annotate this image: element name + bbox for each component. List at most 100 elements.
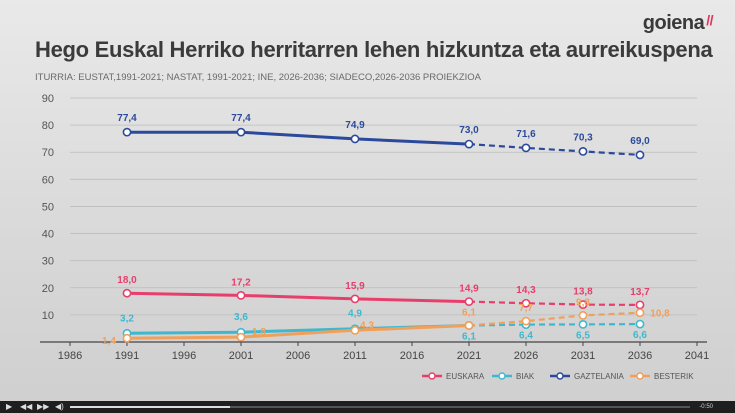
data-label-biak: 3,2: [120, 313, 134, 324]
y-tick-label: 70: [42, 147, 54, 159]
data-point-besterik: [350, 325, 360, 335]
y-tick-label: 80: [42, 120, 54, 132]
data-label-euskara: 13,8: [573, 287, 593, 298]
legend-label-besterik: BESTERIK: [654, 372, 694, 381]
y-tick-label: 20: [42, 283, 54, 295]
series-projection-besterik: [468, 311, 641, 327]
legend-marker-biak: [498, 372, 506, 380]
data-point-besterik: [521, 316, 531, 326]
data-point-besterik: [635, 308, 645, 318]
x-tick-label: 1991: [115, 350, 139, 362]
data-point-gaztelania: [350, 134, 360, 144]
data-point-euskara: [464, 297, 474, 307]
data-point-euskara: [521, 298, 531, 308]
data-label-biak: 6,6: [633, 330, 647, 341]
rewind-icon[interactable]: ◀◀: [20, 402, 33, 411]
data-point-besterik: [464, 321, 474, 330]
x-tick-label: 2001: [229, 350, 253, 362]
data-label-besterik: 1,8: [252, 327, 266, 338]
series-line-euskara: [126, 291, 470, 304]
data-point-besterik: [578, 311, 588, 320]
data-label-biak: 3,6: [234, 312, 248, 323]
data-label-biak: 6,5: [576, 330, 590, 341]
legend-label-gaztelania: GAZTELANIA: [574, 372, 624, 381]
legend-label-biak: BIAK: [516, 372, 535, 381]
time-remaining: -0:50: [699, 404, 713, 410]
data-label-besterik: 7,7: [519, 303, 533, 314]
data-label-gaztelania: 71,6: [516, 129, 536, 140]
data-label-euskara: 17,2: [231, 277, 251, 288]
series-projection-gaztelania: [468, 143, 641, 156]
data-label-euskara: 13,7: [630, 287, 650, 298]
data-label-gaztelania: 77,4: [231, 113, 251, 124]
data-point-gaztelania: [464, 139, 474, 149]
x-tick-label: 2036: [628, 350, 652, 362]
series-projection-biak: [468, 323, 641, 327]
data-point-euskara: [635, 300, 645, 310]
data-label-biak: 6,4: [519, 331, 533, 342]
data-label-besterik: 9,8: [576, 297, 590, 308]
seek-progress: [70, 406, 230, 408]
line-chart: 10 20 30 40 50 60 70 80 90 1986 1991 1996 2001 2006 20…: [40, 93, 709, 381]
y-tick-label: 40: [42, 229, 54, 241]
seek-bar[interactable]: [70, 406, 690, 408]
x-tick-label: 2006: [286, 350, 310, 362]
y-tick-label: 30: [42, 256, 54, 268]
series-line-besterik: [126, 324, 470, 340]
play-icon[interactable]: ▶: [6, 402, 13, 411]
data-label-besterik: 4,3: [360, 320, 374, 331]
brand-logo: goiena//: [642, 12, 714, 35]
data-label-biak: 4,9: [348, 309, 362, 320]
chart-title: Hego Euskal Herriko herritarren lehen hi…: [35, 37, 713, 62]
x-tick-label: 2041: [685, 350, 709, 362]
data-point-gaztelania: [122, 127, 132, 137]
x-tick-label: 2031: [571, 350, 595, 362]
data-point-euskara: [122, 288, 132, 298]
volume-icon[interactable]: ◀): [55, 402, 64, 411]
data-point-gaztelania: [578, 147, 588, 156]
data-point-besterik: [122, 333, 132, 343]
data-point-euskara: [350, 294, 360, 304]
x-tick-label: 2016: [400, 350, 424, 362]
y-tick-label: 50: [42, 201, 54, 213]
data-label-gaztelania: 77,4: [117, 113, 137, 124]
chart-source: ITURRIA: EUSTAT,1991-2021; NASTAT, 1991-…: [35, 72, 482, 83]
y-tick-label: 60: [42, 174, 54, 186]
data-label-besterik: 1,4: [102, 336, 116, 347]
x-tick-label: 1986: [58, 350, 82, 362]
data-label-euskara: 14,9: [459, 284, 479, 295]
x-tick-label: 2026: [514, 350, 538, 362]
data-point-gaztelania: [236, 127, 246, 137]
x-tick-label: 1996: [172, 350, 196, 362]
data-point-gaztelania: [635, 150, 645, 160]
legend-marker-euskara: [428, 372, 436, 380]
data-point-euskara: [236, 290, 246, 300]
data-label-euskara: 14,3: [516, 285, 536, 296]
data-point-gaztelania: [521, 143, 531, 153]
data-label-biak: 6,1: [462, 331, 476, 342]
brand-name: goiena: [642, 12, 705, 34]
data-label-gaztelania: 74,9: [345, 120, 365, 131]
data-point-biak: [635, 319, 645, 329]
video-player-bar: ▶ ◀◀ ▶▶ ◀) -0:50: [0, 401, 735, 413]
data-label-gaztelania: 73,0: [459, 125, 479, 136]
data-label-besterik: 10,8: [650, 309, 670, 320]
y-tick-label: 10: [42, 310, 54, 322]
legend-marker-besterik: [636, 372, 644, 380]
x-tick-label: 2021: [457, 350, 481, 362]
legend-marker-gaztelania: [556, 372, 564, 380]
series-projection-euskara: [468, 300, 641, 306]
forward-icon[interactable]: ▶▶: [37, 402, 50, 411]
data-label-besterik: 6,1: [462, 307, 476, 318]
data-point-euskara: [578, 300, 588, 309]
data-label-gaztelania: 69,0: [630, 136, 650, 147]
data-point-besterik: [236, 332, 246, 342]
data-point-biak: [578, 319, 588, 329]
x-tick-label: 2011: [343, 350, 367, 362]
series-line-gaztelania: [127, 130, 470, 146]
legend-label-euskara: EUSKARA: [446, 372, 485, 381]
data-label-euskara: 15,9: [345, 281, 365, 292]
data-label-gaztelania: 70,3: [573, 132, 593, 143]
brand-mark: //: [706, 12, 713, 28]
